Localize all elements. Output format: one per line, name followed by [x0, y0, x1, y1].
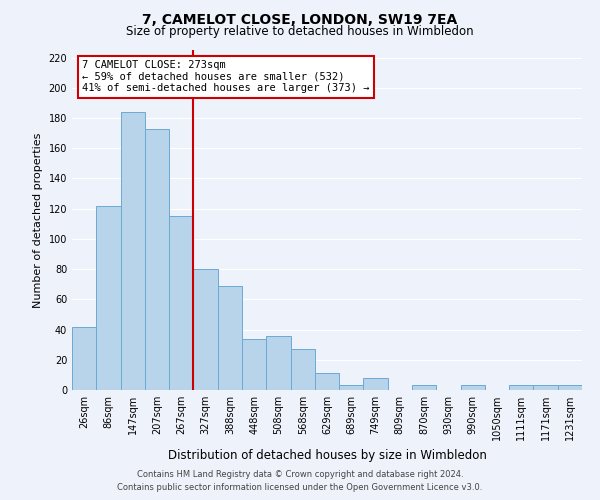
Bar [339, 386, 364, 390]
Text: 7, CAMELOT CLOSE, LONDON, SW19 7EA: 7, CAMELOT CLOSE, LONDON, SW19 7EA [142, 12, 458, 26]
Y-axis label: Number of detached properties: Number of detached properties [33, 132, 43, 308]
Bar [266, 336, 290, 390]
Text: Contains HM Land Registry data © Crown copyright and database right 2024.
Contai: Contains HM Land Registry data © Crown c… [118, 470, 482, 492]
Bar [315, 374, 339, 390]
Bar [242, 338, 266, 390]
Bar [533, 386, 558, 390]
Bar [218, 286, 242, 390]
Bar [290, 349, 315, 390]
Bar [145, 128, 169, 390]
X-axis label: Distribution of detached houses by size in Wimbledon: Distribution of detached houses by size … [167, 448, 487, 462]
Bar [96, 206, 121, 390]
Bar [72, 326, 96, 390]
Text: Size of property relative to detached houses in Wimbledon: Size of property relative to detached ho… [126, 25, 474, 38]
Bar [509, 386, 533, 390]
Bar [412, 386, 436, 390]
Bar [121, 112, 145, 390]
Text: 7 CAMELOT CLOSE: 273sqm
← 59% of detached houses are smaller (532)
41% of semi-d: 7 CAMELOT CLOSE: 273sqm ← 59% of detache… [82, 60, 370, 94]
Bar [169, 216, 193, 390]
Bar [364, 378, 388, 390]
Bar [193, 269, 218, 390]
Bar [461, 386, 485, 390]
Bar [558, 386, 582, 390]
